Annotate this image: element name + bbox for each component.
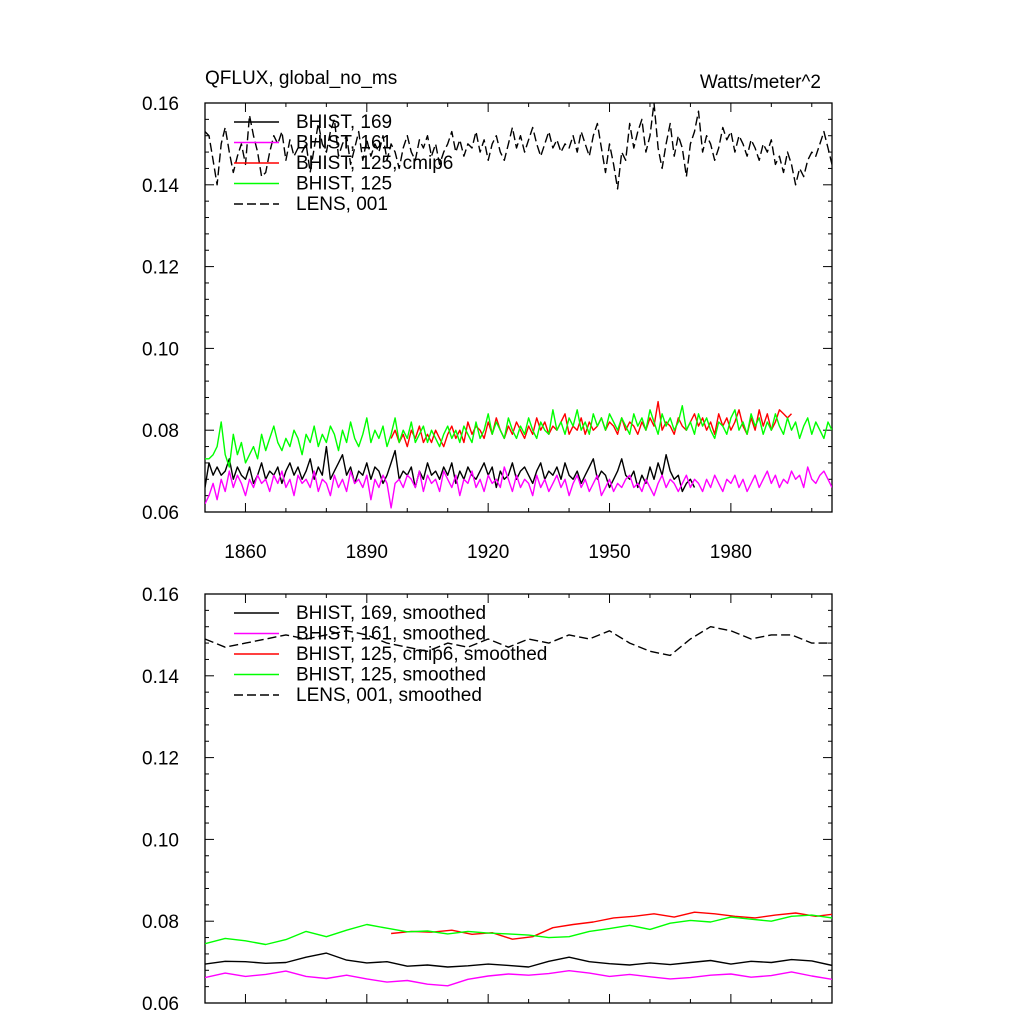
series-group: [205, 626, 832, 987]
legend-label: BHIST, 169, smoothed: [296, 603, 486, 624]
plot-frame: [204, 102, 833, 513]
legend-label: BHIST, 125, cmip6: [296, 153, 453, 174]
legend-label: BHIST, 125: [296, 174, 392, 195]
legend-label: BHIST, 161, smoothed: [296, 624, 486, 645]
x-tick-label: 1890: [346, 542, 388, 563]
series-line: [205, 970, 832, 987]
legend-label: BHIST, 169: [296, 112, 392, 133]
legend-label: BHIST, 125, smoothed: [296, 665, 486, 686]
series-line: [205, 103, 832, 190]
bottom-panel: 0.06 0.08 0.10 0.12 0.14 0.16 BHIST, 169, smoo…: [142, 585, 833, 1015]
top-panel: 0.06 0.08 0.10 0.12 0.14 0.16 1860 1890 1920 1950…: [142, 68, 833, 563]
x-tick-label: 1860: [224, 542, 266, 563]
y-tick-label: 0.12: [142, 258, 179, 279]
y-tick-label: 0.10: [142, 339, 179, 360]
units-label: Watts/meter^2: [700, 72, 821, 93]
y-tick-label: 0.06: [142, 503, 179, 524]
series-line: [205, 952, 832, 968]
y-tick-label: 0.14: [142, 667, 179, 688]
x-tick-label: 1920: [467, 542, 509, 563]
x-tick-label: 1980: [710, 542, 752, 563]
y-tick-label: 0.16: [142, 585, 179, 606]
series-line: [205, 466, 832, 509]
legend-label: BHIST, 125, cmip6, smoothed: [296, 644, 547, 665]
y-tick-label: 0.08: [142, 912, 179, 933]
y-tick-label: 0.14: [142, 176, 179, 197]
legend-label: LENS, 001: [296, 194, 388, 215]
series-line: [205, 914, 832, 946]
legend-label: LENS, 001, smoothed: [296, 685, 482, 706]
series-line: [205, 405, 832, 468]
y-tick-label: 0.16: [142, 94, 179, 115]
y-tick-label: 0.06: [142, 994, 179, 1015]
series-group: [205, 103, 832, 509]
series-line: [205, 445, 696, 493]
y-tick-label: 0.08: [142, 421, 179, 442]
plot-frame: [204, 593, 833, 1004]
series-line: [205, 626, 832, 657]
chart-title: QFLUX, global_no_ms: [205, 68, 397, 89]
legend-label: BHIST, 161: [296, 133, 392, 154]
x-tick-label: 1950: [588, 542, 630, 563]
y-tick-label: 0.10: [142, 830, 179, 851]
y-tick-label: 0.12: [142, 749, 179, 770]
